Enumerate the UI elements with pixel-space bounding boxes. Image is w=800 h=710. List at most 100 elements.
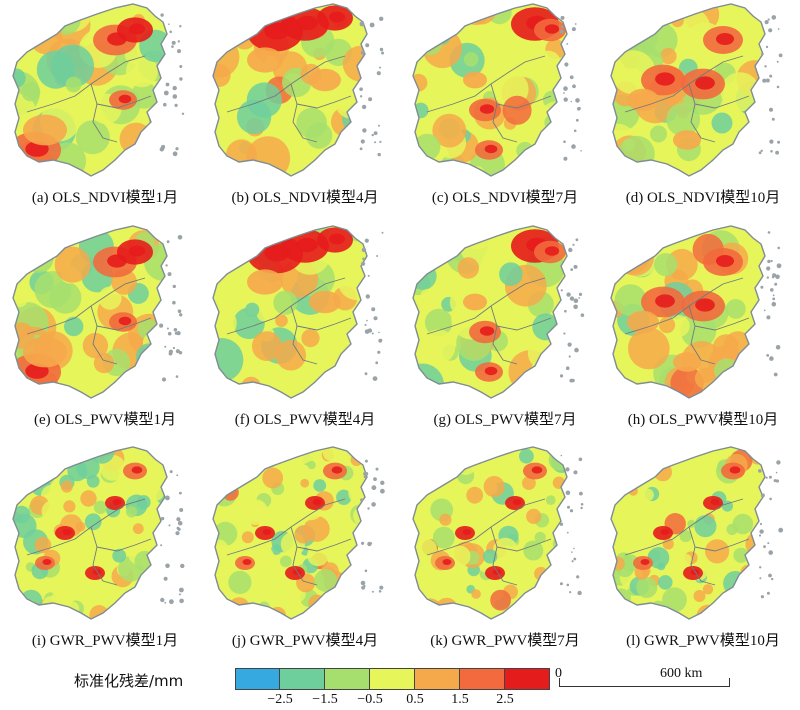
island	[359, 87, 363, 91]
residual-hotspot-core	[660, 529, 670, 535]
island	[768, 475, 772, 479]
island	[175, 531, 180, 536]
island	[168, 23, 170, 26]
residual-patch	[647, 547, 670, 569]
island	[763, 309, 766, 312]
map-panel: (g) OLS_PWV模型7月	[405, 222, 605, 442]
island	[573, 557, 577, 561]
island	[361, 247, 367, 253]
scale-end-label: 600 km	[660, 666, 703, 681]
residual-patch	[538, 101, 567, 139]
island	[172, 300, 176, 305]
residual-hotspot	[627, 310, 659, 334]
island	[566, 292, 571, 297]
island	[577, 107, 581, 111]
residual-patch	[518, 600, 527, 609]
island	[776, 85, 780, 89]
district-boundary	[426, 277, 552, 365]
residual-patch	[238, 608, 254, 619]
island	[379, 47, 384, 52]
island	[376, 71, 381, 76]
island	[360, 50, 365, 55]
island	[379, 140, 382, 143]
residual-patch	[235, 606, 253, 619]
island	[359, 147, 363, 151]
island	[771, 15, 777, 20]
residual-hotspot	[463, 293, 487, 311]
residual-patch	[300, 478, 310, 488]
island	[571, 144, 576, 149]
residual-map	[412, 3, 582, 177]
map-panel: (c) OLS_NDVI模型7月	[405, 0, 605, 220]
residual-hotspot-core	[716, 33, 734, 45]
island	[575, 118, 579, 122]
residual-patch	[694, 367, 717, 390]
residual-patch	[745, 531, 765, 557]
residual-patch	[535, 50, 562, 77]
island	[759, 566, 762, 569]
island	[375, 361, 379, 365]
island	[380, 488, 385, 494]
island	[569, 75, 574, 80]
map-panel: (h) OLS_PWV模型10月	[603, 222, 800, 442]
residual-patch	[413, 457, 428, 471]
residual-patch	[121, 527, 131, 537]
island	[775, 150, 779, 155]
island	[381, 51, 384, 55]
district-boundary	[426, 55, 552, 143]
island	[378, 124, 380, 127]
residual-hotspot	[23, 114, 67, 146]
legend-swatch	[280, 669, 325, 689]
residual-patch	[228, 597, 250, 619]
panel-caption: (h) OLS_PWV模型10月	[627, 412, 779, 428]
district-boundary	[624, 277, 750, 365]
residual-patch	[415, 458, 436, 478]
island	[770, 150, 773, 153]
island	[159, 323, 164, 328]
island	[361, 541, 365, 545]
residual-patch	[471, 589, 481, 599]
district-boundary	[426, 498, 552, 586]
residual-map	[610, 225, 782, 399]
island	[165, 82, 170, 87]
residual-patch	[422, 599, 435, 611]
island	[168, 349, 173, 354]
residual-patch	[280, 555, 292, 568]
island	[773, 372, 778, 377]
residual-patch	[275, 314, 288, 327]
island	[377, 152, 381, 157]
residual-patch	[650, 125, 667, 143]
residual-hotspot-core	[710, 499, 720, 505]
residual-patch	[658, 575, 673, 590]
island	[559, 29, 564, 34]
island	[172, 346, 175, 350]
region-outline	[610, 446, 766, 620]
island	[559, 582, 563, 586]
island	[375, 467, 379, 471]
island	[363, 475, 367, 479]
residual-patch	[414, 538, 437, 561]
island	[564, 62, 569, 67]
residual-patch	[218, 249, 234, 265]
island	[771, 301, 777, 307]
panel-caption: (a) OLS_NDVI模型1月	[31, 190, 179, 206]
island	[766, 354, 770, 357]
residual-patch	[421, 329, 456, 364]
residual-hotspot	[673, 352, 701, 372]
island	[776, 60, 779, 63]
residual-patch	[519, 448, 534, 464]
residual-patch	[413, 262, 437, 290]
map-panel: (f) OLS_PWV模型4月	[205, 222, 405, 442]
island	[164, 601, 167, 604]
residual-patch	[65, 76, 82, 93]
residual-patch	[611, 556, 625, 571]
island	[768, 573, 772, 578]
residual-patch	[531, 360, 548, 378]
region-outline	[212, 446, 368, 620]
residual-patch	[63, 500, 76, 513]
residual-patch	[213, 305, 237, 341]
residual-patch	[294, 525, 313, 544]
island	[369, 22, 375, 28]
island	[560, 25, 564, 29]
island	[178, 351, 183, 355]
